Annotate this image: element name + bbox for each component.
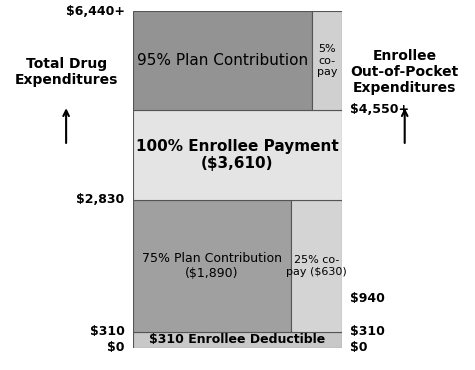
Bar bbox=[291, 200, 342, 332]
Text: $310 Enrollee Deductible: $310 Enrollee Deductible bbox=[149, 333, 326, 346]
Text: Enrollee
Out-of-Pocket
Expenditures: Enrollee Out-of-Pocket Expenditures bbox=[351, 48, 459, 95]
Text: $310: $310 bbox=[90, 325, 124, 338]
Text: Total Drug
Expenditures: Total Drug Expenditures bbox=[14, 57, 118, 87]
Text: $0: $0 bbox=[107, 341, 124, 354]
Bar bbox=[133, 200, 291, 332]
Text: 100% Enrollee Payment
($3,610): 100% Enrollee Payment ($3,610) bbox=[136, 139, 339, 171]
Bar bbox=[312, 11, 342, 110]
Bar bbox=[133, 11, 312, 110]
Text: $2,830: $2,830 bbox=[76, 194, 124, 206]
Text: 75% Plan Contribution
($1,890): 75% Plan Contribution ($1,890) bbox=[142, 252, 282, 280]
Text: 5%
co-
pay: 5% co- pay bbox=[317, 44, 337, 77]
Text: $6,440+: $6,440+ bbox=[66, 4, 124, 18]
Text: $0: $0 bbox=[351, 341, 368, 354]
Bar bbox=[133, 110, 342, 200]
Text: $4,550+: $4,550+ bbox=[351, 103, 409, 117]
Text: 25% co-
pay ($630): 25% co- pay ($630) bbox=[286, 255, 347, 276]
Text: $940: $940 bbox=[351, 292, 385, 305]
Bar bbox=[133, 332, 342, 348]
Text: 95% Plan Contribution: 95% Plan Contribution bbox=[137, 53, 308, 68]
Text: $310: $310 bbox=[351, 325, 385, 338]
